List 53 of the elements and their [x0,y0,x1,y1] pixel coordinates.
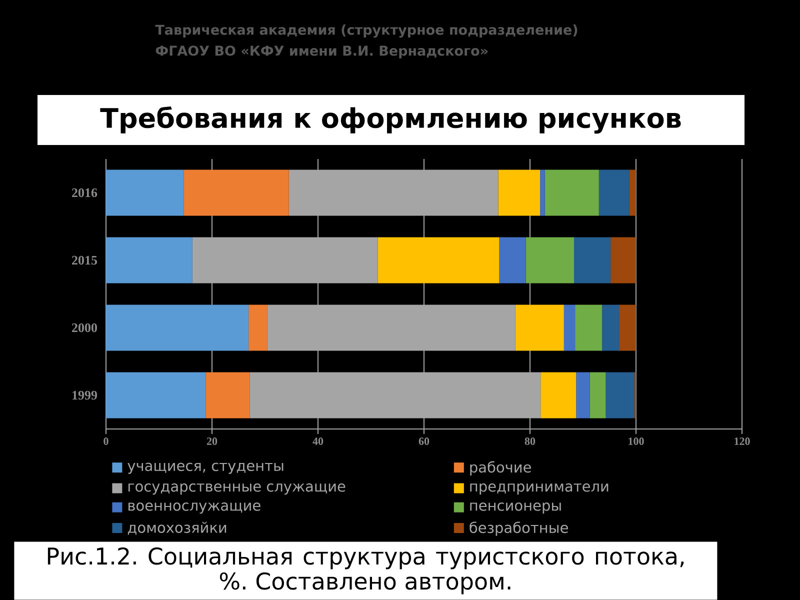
bar [526,237,574,284]
bar [590,372,606,418]
bar [540,170,545,216]
legend-label: государственные служащие [128,483,346,495]
bar [544,170,599,216]
bar [606,372,634,418]
x-tick-label: 80 [524,438,536,445]
bar [610,237,636,284]
y-tick-label: 2015 [72,256,98,265]
bar [248,304,268,351]
bar [619,304,636,351]
bar [267,304,516,351]
chart-title: Требования к оформлению рисунков [100,106,681,134]
bar [192,237,378,284]
text: Рис.1.2. Социальная структура туристского потока, %. Составлено автором. [48,547,684,594]
bar [576,372,590,418]
legend-label: учащиеся, студенты [128,462,284,474]
x-tick-label: 120 [734,438,750,445]
bar [629,170,636,216]
bar [564,304,576,351]
y-tick-label: 2016 [72,188,98,198]
legend-label: безработные [470,522,568,536]
x-tick-label: 100 [628,438,644,445]
legend-label: пенсионеры [470,502,561,514]
bar [250,372,541,418]
bar [574,237,611,284]
bar [106,237,192,284]
x-tick-label: 20 [206,438,218,445]
bar [575,304,602,351]
text: ФГАОУ ВО «КФУ имени В.И. Вернадского» [156,46,488,58]
bar [602,304,620,351]
text: Таврическая академия (структурное подразделение) [155,24,578,38]
y-tick-label: 1999 [72,390,98,400]
x-tick-label: 0 [104,438,108,445]
bar [540,372,576,418]
bar [515,304,564,351]
y-tick-label: 2000 [72,323,97,332]
legend-label: домохозяйки [128,522,226,535]
x-tick-label: 40 [312,438,324,445]
legend-label: предприниматели [470,483,608,495]
x-tick-label: 60 [418,438,430,445]
bar [378,237,500,284]
bar [106,304,249,351]
bar [498,170,540,216]
bar [206,372,250,418]
bar [288,170,498,216]
bar [598,170,630,216]
legend-label: военнослужащие [128,502,260,514]
bar [106,170,184,216]
bar [499,237,526,284]
bar [106,372,206,418]
legend-label: рабочие [470,461,531,476]
bar [184,170,289,216]
